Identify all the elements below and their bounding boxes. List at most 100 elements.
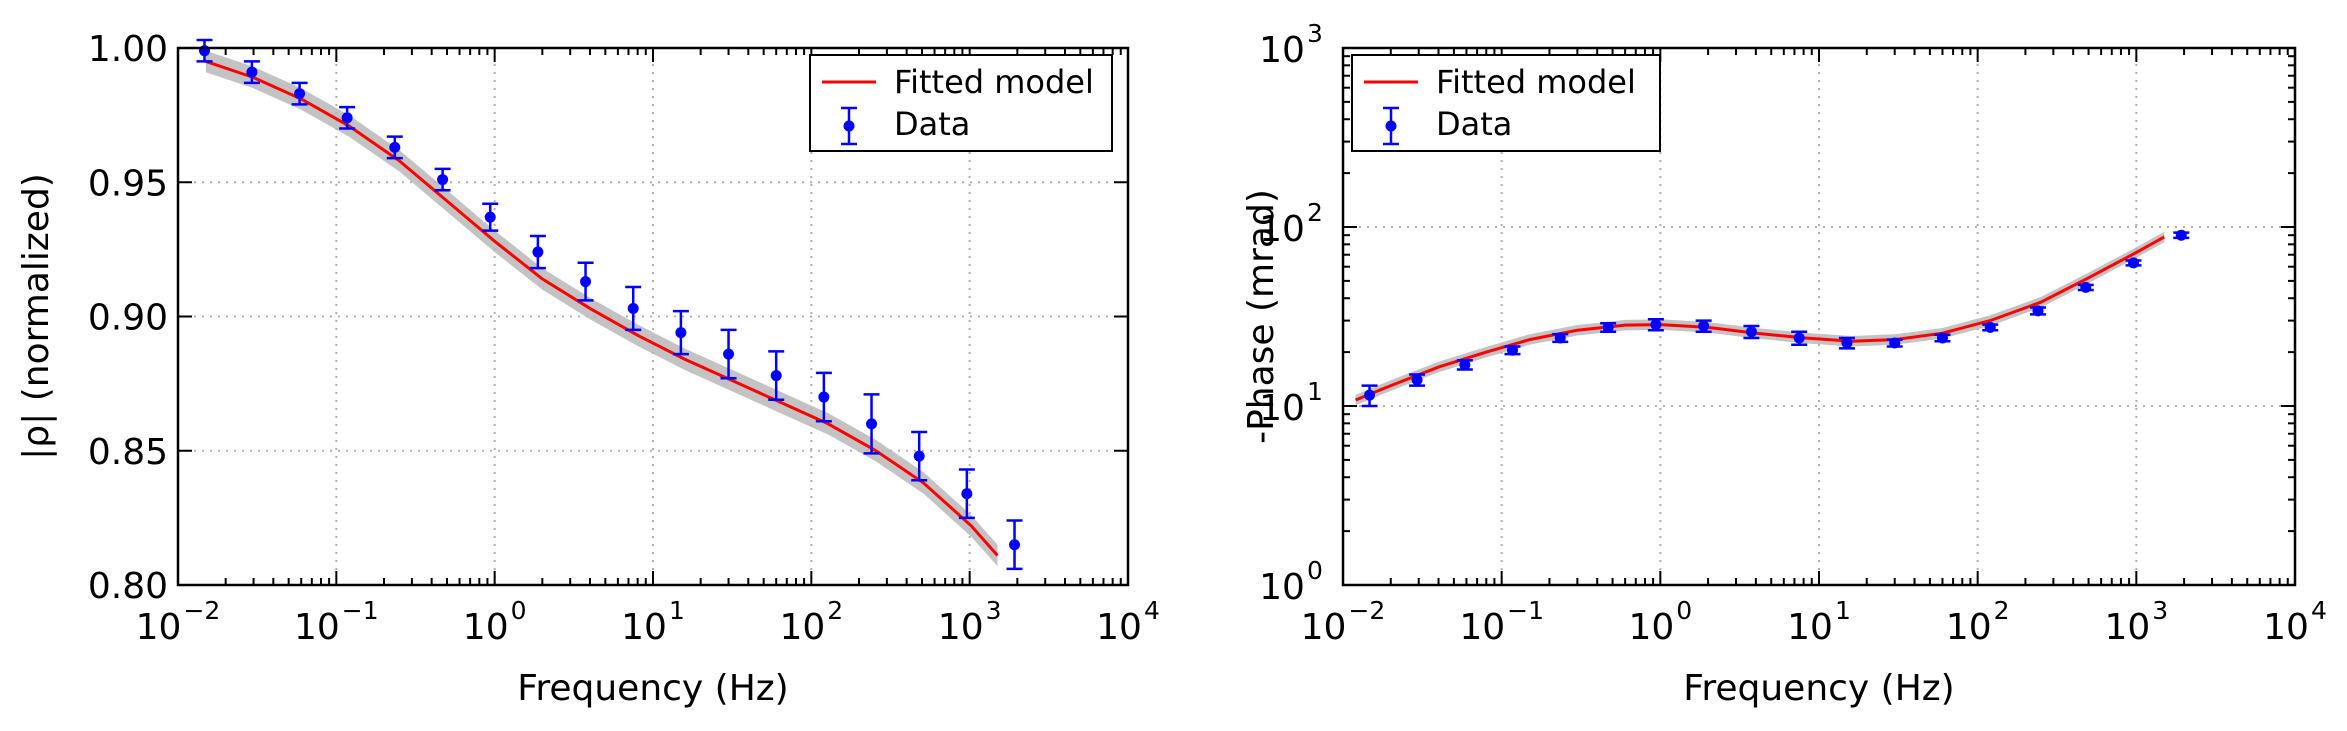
data-point <box>863 393 880 455</box>
data-marker <box>961 488 973 500</box>
x-tick-label: 10−2 <box>136 596 221 648</box>
plot-frame <box>1341 46 2297 587</box>
data-marker <box>770 370 782 382</box>
y-tick-label: 103 <box>1259 19 1323 71</box>
data-marker <box>246 66 258 78</box>
x-tick-label: 101 <box>1787 596 1851 648</box>
y-tick-label: 0.90 <box>88 298 168 339</box>
data-point <box>339 105 356 130</box>
uncertainty-band <box>205 50 998 567</box>
data-marker <box>1889 337 1901 349</box>
data-point <box>1695 319 1712 333</box>
data-marker <box>1841 337 1853 349</box>
data-point <box>577 261 594 302</box>
fitted-model-line <box>1355 235 2166 402</box>
x-tick-label: 103 <box>938 596 1002 648</box>
y-tick-label: 1.00 <box>88 29 168 70</box>
data-marker <box>818 391 830 403</box>
data-point <box>1934 332 1951 344</box>
data-marker <box>532 246 544 258</box>
data-marker <box>2175 229 2187 241</box>
y-tick-label: 100 <box>1259 556 1323 608</box>
legend-label-model: Fitted model <box>894 63 1094 101</box>
data-point <box>529 234 546 270</box>
legend: Fitted model Data <box>809 54 1113 152</box>
y-axis-label: -Phase (mrad) <box>1241 189 1282 444</box>
y-tick-label: 0.80 <box>88 566 168 607</box>
y-tick-label: 102 <box>1259 198 1323 250</box>
data-marker <box>627 302 639 314</box>
data-point <box>1647 318 1664 332</box>
x-tick-label: 104 <box>1096 596 1160 648</box>
data-point <box>2029 305 2046 317</box>
legend-label-model: Fitted model <box>1436 63 1636 101</box>
x-tick-label: 104 <box>2263 596 2327 648</box>
data-marker <box>1793 332 1805 344</box>
data-point <box>625 285 642 332</box>
data-marker <box>389 141 401 153</box>
data-marker <box>437 174 449 186</box>
y-tick-label: 0.85 <box>88 432 168 473</box>
data-marker <box>1650 319 1662 331</box>
data-marker <box>294 88 306 100</box>
data-point <box>1743 324 1760 340</box>
data-marker <box>1411 374 1423 386</box>
data-marker <box>1009 539 1021 551</box>
chart-1: 10−2 10−1 100 101 102 103 104 0.80 0.85 0.90 0.95 1… <box>16 29 1160 709</box>
data-marker <box>1698 320 1710 332</box>
x-tick-label: 10−1 <box>294 596 379 648</box>
legend-box <box>809 54 1113 152</box>
data-point <box>434 167 451 192</box>
legend-box <box>1351 54 1661 152</box>
legend-label-data: Data <box>894 105 970 143</box>
data-marker <box>580 276 592 288</box>
data-point <box>672 309 689 356</box>
data-marker <box>913 450 925 462</box>
data-point <box>1886 337 1903 349</box>
chart-2: 10−2 10−1 100 101 102 103 104 100 101 102 103 Frequ… <box>1241 19 2327 709</box>
data-marker <box>1364 389 1376 401</box>
data-point <box>1361 384 1378 408</box>
data-point <box>1552 332 1569 344</box>
plot-frame <box>176 46 1130 587</box>
x-tick-label: 10−2 <box>1301 596 1386 648</box>
data-point <box>1504 344 1521 356</box>
legend-marker-swatch <box>1385 120 1397 132</box>
data-point <box>243 60 260 85</box>
y-axis-label: |ρ| (normalized) <box>16 173 57 460</box>
uncertainty-band <box>1355 231 2165 406</box>
data-marker <box>341 112 353 124</box>
x-axis-label: Frequency (Hz) <box>1683 668 1954 709</box>
data-point <box>2125 257 2142 269</box>
data-point <box>1600 321 1617 333</box>
data-point <box>815 371 832 423</box>
data-point <box>958 468 975 520</box>
x-tick-label: 102 <box>1946 596 2010 648</box>
data-marker <box>1554 332 1566 344</box>
data-marker <box>723 348 735 360</box>
fitted-model-line <box>205 59 999 557</box>
data-marker <box>675 327 687 339</box>
data-point <box>1982 321 1999 333</box>
data-point <box>911 430 928 482</box>
data-marker <box>1936 332 1948 344</box>
data-marker <box>1984 321 1996 333</box>
data-marker <box>2032 305 2044 317</box>
data-point <box>386 135 403 160</box>
data-marker <box>484 211 496 223</box>
data-point <box>1456 359 1473 371</box>
data-point <box>1838 336 1855 350</box>
data-marker <box>866 418 878 430</box>
x-tick-label: 100 <box>1628 596 1692 648</box>
data-point <box>291 81 308 106</box>
data-point <box>768 350 785 401</box>
legend-label-data: Data <box>1436 105 1512 143</box>
y-tick-label: 0.95 <box>88 163 168 204</box>
x-tick-label: 100 <box>463 596 527 648</box>
x-tick-label: 10−1 <box>1459 596 1544 648</box>
data-point <box>2077 281 2094 293</box>
x-axis-label: Frequency (Hz) <box>517 668 788 709</box>
x-tick-label: 103 <box>2104 596 2168 648</box>
data-point <box>482 202 499 232</box>
